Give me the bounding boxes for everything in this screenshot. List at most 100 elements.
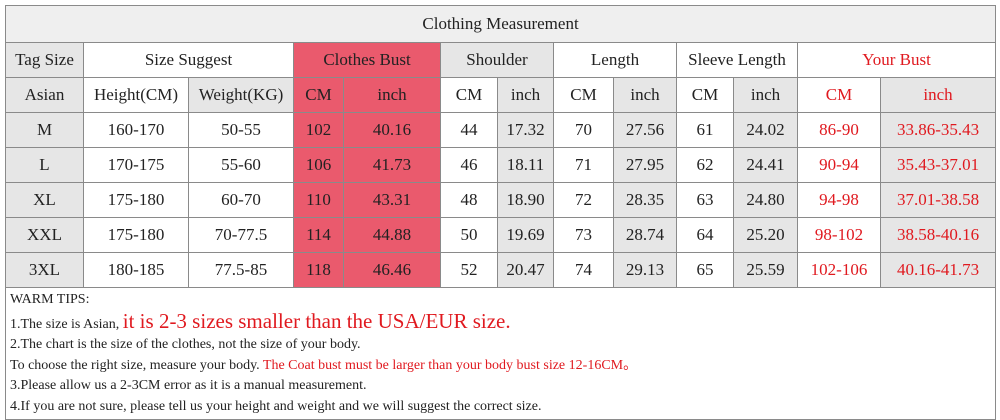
size-chart: Clothing Measurement Tag Size Size Suggest… (4, 5, 997, 420)
table-cell: 40.16 (343, 112, 441, 148)
table-cell: 38.58-40.16 (879, 217, 997, 253)
column-header: Your Bust (796, 42, 997, 78)
tip-text: To choose the right size, measure your b… (10, 357, 260, 373)
table-cell: 52 (440, 252, 498, 288)
table-cell: 160-170 (83, 112, 189, 148)
table-row: L 170-175 55-60 106 41.73 46 18.11 71 27.95 62 24.… (5, 147, 997, 183)
sub-header: Weight(KG) (188, 77, 294, 113)
table-cell: L (5, 147, 84, 183)
table-cell: 50 (440, 217, 498, 253)
table-cell: 71 (553, 147, 614, 183)
table-cell: 60-70 (188, 182, 294, 218)
table-cell: 175-180 (83, 217, 189, 253)
table-cell: 62 (676, 147, 734, 183)
table-cell: 25.59 (733, 252, 798, 288)
table-cell: 106 (293, 147, 344, 183)
table-cell: 37.01-38.58 (879, 182, 997, 218)
column-header: Tag Size (5, 42, 84, 78)
table-cell: 175-180 (83, 182, 189, 218)
measurement-table: Clothing Measurement Tag Size Size Suggest… (4, 5, 997, 420)
table-cell: 27.95 (613, 147, 677, 183)
table-cell: 50-55 (188, 112, 294, 148)
table-cell: 28.74 (613, 217, 677, 253)
table-cell: 24.80 (733, 182, 798, 218)
table-cell: 70-77.5 (188, 217, 294, 253)
table-row: M 160-170 50-55 102 40.16 44 17.32 70 27.56 61 24.… (5, 112, 997, 148)
table-row: WARM TIPS: 1.The size is Asian, it is 2-3… (4, 287, 997, 420)
table-cell: 17.32 (497, 112, 554, 148)
tip-text: 1.The size is Asian, (10, 316, 120, 332)
table-cell: XL (5, 182, 84, 218)
sub-header: CM (553, 77, 614, 113)
table-cell: 77.5-85 (188, 252, 294, 288)
table-cell: 44.88 (343, 217, 441, 253)
table-row: Clothing Measurement (4, 5, 997, 43)
table-cell: 40.16-41.73 (879, 252, 997, 288)
table-cell: 70 (553, 112, 614, 148)
table-cell: 72 (553, 182, 614, 218)
tip-line: To choose the right size, measure your b… (10, 356, 991, 377)
tip-line: 1.The size is Asian, it is 2-3 sizes sma… (10, 308, 991, 336)
table-cell: 61 (676, 112, 734, 148)
tip-text: 4.If you are not sure, please tell us yo… (10, 398, 542, 414)
sub-header: CM (293, 77, 344, 113)
tip-text: The Coat bust must be larger than your b… (262, 357, 638, 373)
sub-header: Height(CM) (83, 77, 189, 113)
table-cell: 170-175 (83, 147, 189, 183)
warm-tips: WARM TIPS: 1.The size is Asian, it is 2-3… (4, 287, 997, 420)
table-cell: 44 (440, 112, 498, 148)
table-cell: 48 (440, 182, 498, 218)
table-cell: 19.69 (497, 217, 554, 253)
table-row: Asian Height(CM) Weight(KG) CM inch CM inch CM i… (5, 77, 997, 113)
column-header: Size Suggest (83, 42, 294, 78)
table-cell: 33.86-35.43 (879, 112, 997, 148)
table-cell: 24.02 (733, 112, 798, 148)
table-row: XXL 175-180 70-77.5 114 44.88 50 19.69 73 28.74 6… (5, 217, 997, 253)
table-cell: 63 (676, 182, 734, 218)
table-cell: 98-102 (797, 217, 881, 253)
table-cell: 35.43-37.01 (879, 147, 997, 183)
table-cell: 102 (293, 112, 344, 148)
sub-header: CM (440, 77, 498, 113)
sub-header: inch (497, 77, 554, 113)
table-cell: 29.13 (613, 252, 677, 288)
tip-line: 4.If you are not sure, please tell us yo… (10, 397, 991, 418)
table-cell: 110 (293, 182, 344, 218)
table-cell: 94-98 (797, 182, 881, 218)
table-cell: 90-94 (797, 147, 881, 183)
tip-text: it is 2-3 sizes smaller than the USA/EUR… (122, 308, 511, 333)
table-cell: 180-185 (83, 252, 189, 288)
table-cell: 27.56 (613, 112, 677, 148)
column-header: Shoulder (440, 42, 554, 78)
table-cell: 73 (553, 217, 614, 253)
table-cell: 25.20 (733, 217, 798, 253)
table-cell: 114 (293, 217, 344, 253)
tip-line: 3.Please allow us a 2-3CM error as it is… (10, 376, 991, 397)
column-header: Clothes Bust (293, 42, 441, 78)
table-cell: 74 (553, 252, 614, 288)
table-cell: 65 (676, 252, 734, 288)
tip-line: 2.The chart is the size of the clothes, … (10, 335, 991, 356)
tip-text: 3.Please allow us a 2-3CM error as it is… (10, 378, 367, 393)
table-cell: 43.31 (343, 182, 441, 218)
table-cell: 24.41 (733, 147, 798, 183)
table-cell: 46.46 (343, 252, 441, 288)
table-cell: 41.73 (343, 147, 441, 183)
table-cell: 118 (293, 252, 344, 288)
table-cell: 18.11 (497, 147, 554, 183)
table-title: Clothing Measurement (4, 5, 997, 43)
table-row: Tag Size Size Suggest Clothes Bust Shoulder… (5, 42, 997, 78)
column-header: Length (553, 42, 677, 78)
table-cell: XXL (5, 217, 84, 253)
column-header: Sleeve Length (676, 42, 798, 78)
sub-header: CM (797, 77, 881, 113)
table-cell: 20.47 (497, 252, 554, 288)
sub-header: Asian (5, 77, 84, 113)
table-cell: 18.90 (497, 182, 554, 218)
table-row: XL 175-180 60-70 110 43.31 48 18.90 72 28.35 63 24… (5, 182, 997, 218)
table-cell: 55-60 (188, 147, 294, 183)
table-cell: 28.35 (613, 182, 677, 218)
table-cell: 46 (440, 147, 498, 183)
table-cell: 3XL (5, 252, 84, 288)
tip-text: WARM TIPS: (10, 292, 90, 307)
